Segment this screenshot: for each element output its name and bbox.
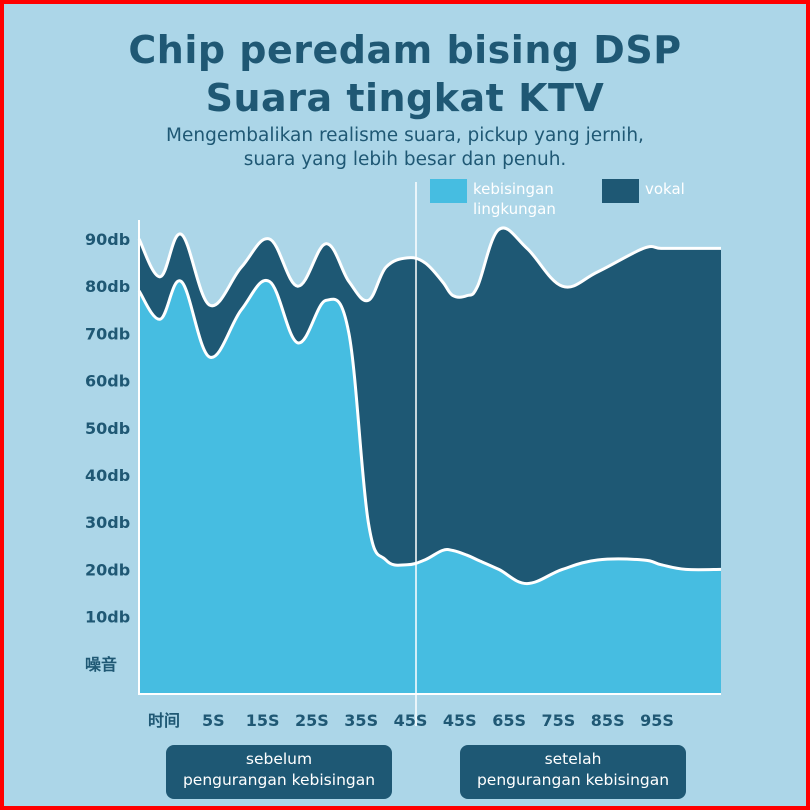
x-tick-label: 75S: [542, 711, 576, 730]
legend-label-noise-line2: lingkungan: [473, 200, 556, 218]
after-label-line1: setelah: [544, 750, 602, 768]
x-tick-label: 25S: [295, 711, 329, 730]
after-noise-reduction-label: setelah pengurangan kebisingan: [460, 745, 686, 799]
title-line-2: Suara tingkat KTV: [205, 76, 605, 120]
y-tick-label: 噪音: [85, 655, 117, 674]
subtitle-line-1: Mengembalikan realisme suara, pickup yan…: [166, 125, 644, 146]
before-noise-reduction-label: sebelum pengurangan kebisingan: [166, 745, 392, 799]
series-line-noise: [137, 278, 722, 586]
x-tick-label: 时间: [148, 711, 180, 730]
y-tick-label: 80db: [85, 277, 130, 296]
title-line-1: Chip peredam bising DSP: [128, 28, 682, 72]
x-tick-label: 65S: [492, 711, 526, 730]
y-tick-label: 70db: [85, 324, 130, 343]
y-tick-label: 50db: [85, 419, 130, 438]
legend-label-noise-line1: kebisingan: [473, 180, 554, 198]
y-tick-label: 10db: [85, 608, 130, 627]
x-tick-label: 85S: [591, 711, 625, 730]
x-tick-label: 95S: [640, 711, 674, 730]
series-line-vocal: [137, 226, 721, 308]
x-tick-label: 15S: [246, 711, 280, 730]
y-tick-label: 20db: [85, 560, 130, 579]
legend-item-noise: kebisingan lingkungan: [430, 179, 583, 219]
y-tick-label: 60db: [85, 372, 130, 391]
y-tick-label: 30db: [85, 513, 130, 532]
poster-frame: Chip peredam bising DSP Suara tingkat KT…: [4, 4, 806, 806]
subtitle-line-2: suara yang lebih besar dan penuh.: [243, 149, 567, 170]
legend-swatch-vocal: [602, 179, 639, 203]
legend-item-vocal: vokal: [602, 179, 755, 203]
y-tick-label: 40db: [85, 466, 130, 485]
before-label-line1: sebelum: [245, 750, 313, 768]
x-tick-label: 5S: [202, 711, 225, 730]
legend-swatch-noise: [430, 179, 467, 203]
series-area-noise: [139, 280, 721, 694]
x-tick-label: 35S: [344, 711, 378, 730]
x-tick-label: 45S: [394, 711, 428, 730]
after-label-line2: pengurangan kebisingan: [476, 771, 670, 789]
area-chart: 噪音 10db 20db 30db 40db 50db 60db 70db 80db 90db 时间…: [85, 182, 722, 730]
before-label-line2: pengurangan kebisingan: [182, 771, 376, 789]
legend-label-noise: kebisingan lingkungan: [473, 179, 583, 219]
y-tick-label: 90db: [85, 230, 130, 249]
legend-label-vocal: vokal: [645, 179, 755, 199]
legend-label-vocal-line1: vokal: [645, 180, 685, 198]
x-tick-label: 45S: [443, 711, 477, 730]
